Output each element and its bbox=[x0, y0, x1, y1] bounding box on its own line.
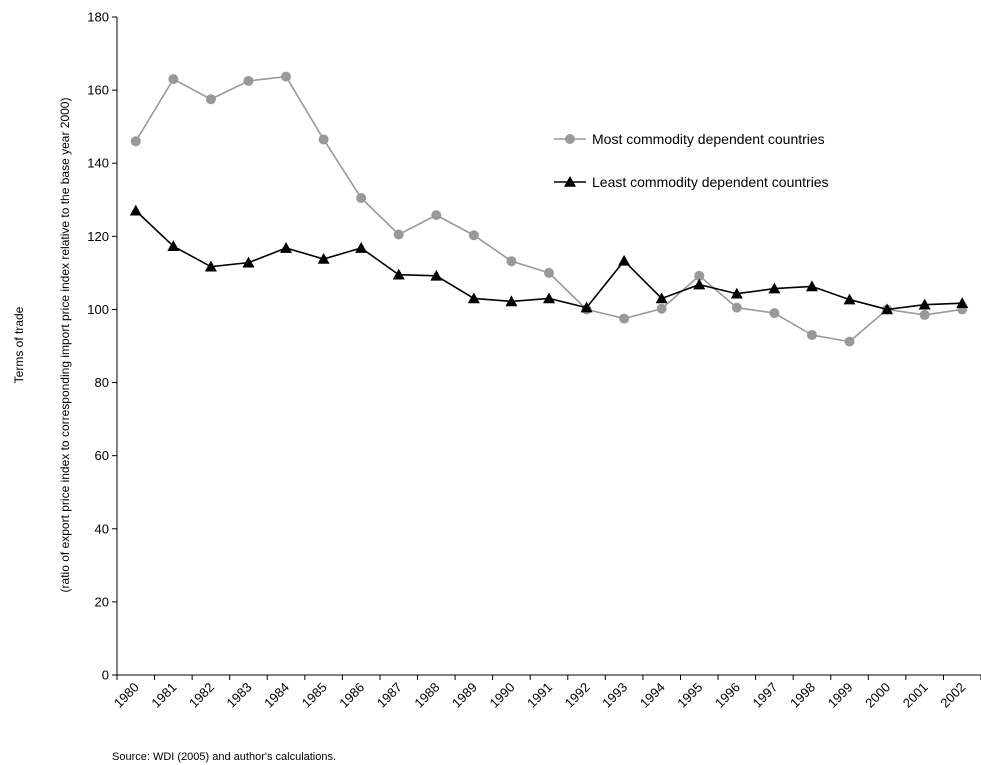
y-tick-label: 180 bbox=[87, 10, 109, 25]
data-point bbox=[844, 336, 855, 347]
y-tick-label: 100 bbox=[87, 302, 109, 317]
data-point bbox=[243, 75, 254, 86]
x-tick-label: 1999 bbox=[825, 680, 856, 711]
data-point bbox=[881, 303, 894, 315]
x-tick-label: 1993 bbox=[599, 680, 630, 711]
data-point bbox=[730, 287, 743, 299]
data-point bbox=[731, 302, 742, 313]
data-point bbox=[544, 267, 554, 278]
y-axis-label-line1: Terms of trade bbox=[12, 306, 26, 383]
y-tick-label: 0 bbox=[102, 668, 109, 683]
data-point bbox=[280, 242, 293, 253]
x-tick-label: 1981 bbox=[148, 680, 179, 711]
x-tick-label: 1998 bbox=[787, 680, 818, 711]
data-point bbox=[506, 256, 517, 267]
data-point bbox=[505, 295, 518, 307]
x-axis-ticks: 1980 1981 1982 1983 1984 1985 1986 1987 1988 1989… bbox=[111, 675, 981, 711]
x-tick-label: 1991 bbox=[524, 680, 555, 711]
data-point bbox=[167, 240, 180, 252]
data-point bbox=[656, 303, 667, 314]
data-point bbox=[769, 308, 780, 319]
data-point bbox=[431, 210, 442, 221]
data-point bbox=[430, 269, 443, 281]
y-axis-ticks: 0 20 40 60 80 100 120 140 160 180 bbox=[87, 10, 117, 683]
y-tick-label: 140 bbox=[87, 156, 109, 171]
y-tick-label: 160 bbox=[87, 83, 109, 98]
data-point bbox=[806, 330, 817, 341]
y-tick-label: 120 bbox=[87, 229, 109, 244]
x-tick-label: 1990 bbox=[486, 680, 517, 711]
series-most-commodity-dependent bbox=[130, 71, 968, 347]
data-point bbox=[130, 136, 141, 147]
data-point bbox=[618, 254, 631, 266]
data-point bbox=[543, 292, 555, 304]
data-point bbox=[205, 94, 216, 105]
data-point bbox=[204, 260, 217, 272]
x-tick-label: 1997 bbox=[749, 680, 780, 711]
data-point bbox=[580, 301, 593, 313]
data-point bbox=[393, 229, 404, 240]
x-tick-label: 1992 bbox=[562, 680, 593, 711]
source-note: Source: WDI (2005) and author's calculat… bbox=[112, 751, 337, 763]
data-point bbox=[655, 292, 668, 304]
x-tick-label: 1983 bbox=[224, 680, 255, 711]
data-point bbox=[281, 71, 292, 82]
data-point bbox=[693, 278, 706, 290]
x-tick-label: 1984 bbox=[261, 680, 292, 711]
data-point bbox=[318, 134, 329, 145]
data-point bbox=[694, 270, 705, 281]
data-point bbox=[355, 242, 368, 253]
data-point bbox=[619, 313, 630, 324]
x-tick-label: 1995 bbox=[674, 680, 705, 711]
legend: Most commodity dependent countries Least … bbox=[554, 131, 829, 190]
legend-swatch-marker bbox=[564, 176, 576, 187]
x-tick-label: 1980 bbox=[111, 680, 142, 711]
data-point bbox=[468, 230, 479, 241]
y-tick-label: 20 bbox=[95, 594, 109, 609]
x-tick-label: 2001 bbox=[900, 680, 931, 711]
data-point bbox=[129, 204, 142, 216]
data-point bbox=[392, 268, 405, 280]
legend-label: Least commodity dependent countries bbox=[592, 174, 829, 190]
x-tick-label: 2000 bbox=[862, 680, 893, 711]
axes bbox=[116, 17, 981, 676]
x-tick-label: 1989 bbox=[449, 680, 480, 711]
data-point bbox=[242, 256, 255, 268]
y-tick-label: 40 bbox=[95, 521, 109, 536]
legend-item: Most commodity dependent countries bbox=[554, 131, 825, 147]
legend-label: Most commodity dependent countries bbox=[592, 131, 825, 147]
legend-swatch-marker bbox=[565, 134, 575, 144]
data-point bbox=[168, 74, 179, 85]
legend-item: Least commodity dependent countries bbox=[554, 174, 829, 190]
data-point bbox=[918, 298, 931, 310]
x-tick-label: 1986 bbox=[336, 680, 367, 711]
x-tick-label: 1982 bbox=[186, 680, 217, 711]
data-point bbox=[956, 297, 969, 309]
x-tick-label: 1994 bbox=[637, 680, 668, 711]
data-point bbox=[768, 282, 781, 294]
x-tick-label: 2002 bbox=[937, 680, 968, 711]
data-point bbox=[805, 280, 818, 292]
y-tick-label: 60 bbox=[95, 448, 109, 463]
y-axis-label-line2: (ratio of export price index to correspo… bbox=[58, 98, 72, 593]
x-tick-label: 1987 bbox=[374, 680, 405, 711]
series-layer bbox=[129, 71, 969, 347]
y-tick-label: 80 bbox=[95, 375, 109, 390]
x-tick-label: 1985 bbox=[299, 680, 330, 711]
data-point bbox=[317, 252, 330, 264]
x-tick-label: 1996 bbox=[712, 680, 743, 711]
data-point bbox=[356, 192, 367, 203]
x-tick-label: 1988 bbox=[411, 680, 442, 711]
data-point bbox=[467, 292, 480, 304]
data-point bbox=[919, 309, 930, 320]
series-least-commodity-dependent bbox=[129, 204, 969, 315]
data-point bbox=[843, 293, 856, 305]
